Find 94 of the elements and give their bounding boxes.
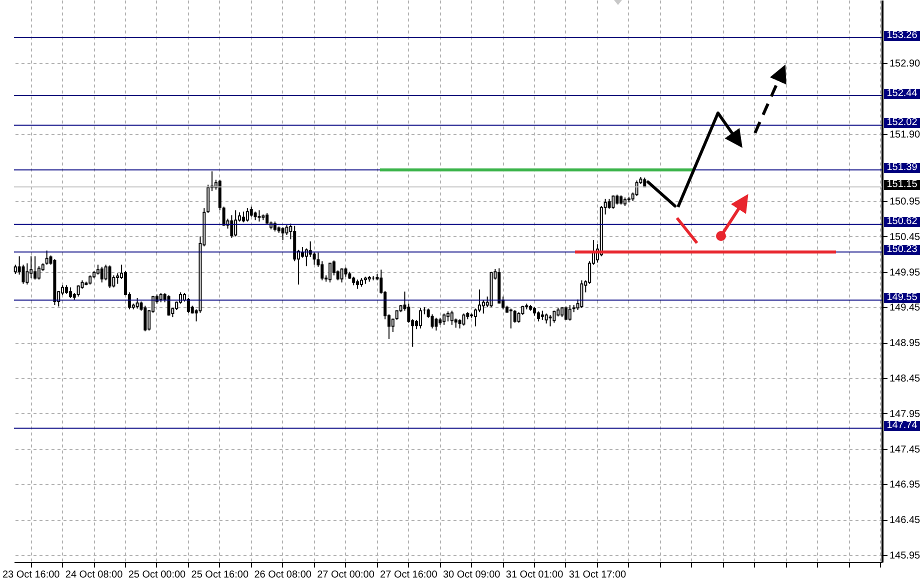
candlestick <box>552 310 556 324</box>
x-tick-label: 23 Oct 16:00 <box>2 570 60 580</box>
candlestick <box>100 266 104 283</box>
candlestick <box>620 194 623 206</box>
y-tick-label: 152.90 <box>890 58 921 70</box>
candlestick <box>407 303 410 324</box>
candlestick <box>300 246 304 258</box>
ref-line-label: 149.55 <box>884 292 920 304</box>
candlestick <box>332 260 336 276</box>
candlestick <box>509 308 512 329</box>
candlestick <box>136 297 139 310</box>
y-tick-label: 149.95 <box>890 267 921 278</box>
x-tick-label: 25 Oct 00:00 <box>128 570 186 580</box>
x-tick-label: 31 Oct 17:00 <box>568 570 627 580</box>
candlestick <box>446 310 450 322</box>
x-tick-label: 27 Oct 16:00 <box>380 570 438 580</box>
candlestick <box>612 194 615 210</box>
ref-line-label: 150.23 <box>884 244 920 255</box>
candlestick <box>281 226 284 240</box>
candlestick <box>616 194 619 206</box>
x-tick-label: 27 Oct 00:00 <box>317 570 375 580</box>
candlestick <box>540 310 544 320</box>
candlestick <box>45 250 48 266</box>
candlestick <box>258 210 261 222</box>
y-tick-label: 145.95 <box>890 550 921 562</box>
candlestick <box>266 212 269 225</box>
candlestick <box>116 272 120 284</box>
y-tick-label: 147.45 <box>890 444 921 456</box>
candlestick <box>14 264 17 274</box>
candlestick <box>37 266 40 280</box>
ref-line-label: 153.26 <box>884 30 920 40</box>
ref-line-label: 151.39 <box>884 162 920 173</box>
candlestick <box>513 310 516 324</box>
y-tick-label: 148.95 <box>890 338 921 350</box>
candlestick <box>564 306 568 320</box>
candlestick <box>462 313 466 326</box>
candlestick <box>536 310 540 322</box>
candlestick <box>430 314 434 329</box>
y-tick-label: 150.95 <box>890 196 921 208</box>
candlestick <box>328 262 332 283</box>
candlestick <box>568 304 572 322</box>
candlestick <box>186 297 190 314</box>
ref-line-label: 152.02 <box>884 117 920 128</box>
y-tick-label: 147.95 <box>890 408 921 420</box>
candlestick <box>26 262 29 286</box>
candlestick <box>482 300 485 314</box>
candlestick <box>76 284 80 298</box>
candlestick <box>442 313 446 326</box>
x-tick-label: 31 Oct 01:00 <box>506 570 564 580</box>
candlestick <box>580 280 584 308</box>
candlestick <box>344 267 348 278</box>
ref-line-label: 151.15 <box>884 178 920 190</box>
y-tick-label: 148.45 <box>890 373 921 384</box>
y-tick-label: 149.45 <box>890 302 921 314</box>
candlestick <box>242 211 245 223</box>
candlestick <box>273 221 276 232</box>
candlestick <box>159 292 162 303</box>
candlestick <box>635 180 638 197</box>
candlestick <box>478 288 481 313</box>
candlestick <box>230 214 234 238</box>
candlestick <box>312 252 316 266</box>
candlestick <box>548 314 552 327</box>
candlestick <box>320 260 324 281</box>
y-tick-label: 146.95 <box>890 480 921 491</box>
candlestick <box>96 264 100 276</box>
candlestick <box>608 198 611 210</box>
ref-line-label: 150.62 <box>884 216 920 228</box>
x-tick-label: 30 Oct 09:00 <box>442 570 501 580</box>
candlestick <box>34 256 37 280</box>
candlestick <box>30 256 33 279</box>
candlestick <box>450 310 454 326</box>
candlestick <box>458 318 462 329</box>
candlestick <box>356 279 360 290</box>
candlestick <box>434 317 438 332</box>
candlestick <box>88 274 92 286</box>
candlestick <box>144 305 147 332</box>
ref-line-label: 147.74 <box>884 420 920 432</box>
candlestick <box>340 268 344 283</box>
candlestick <box>544 313 548 324</box>
y-tick-label: 146.45 <box>890 515 921 526</box>
ref-line-label: 152.44 <box>884 88 920 99</box>
candlestick <box>246 208 249 222</box>
x-tick-label: 24 Oct 08:00 <box>65 570 124 580</box>
y-tick-label: 151.90 <box>890 129 921 140</box>
candlestick <box>234 210 238 237</box>
candlestick <box>418 307 422 329</box>
y-tick-label: 150.45 <box>890 232 921 243</box>
x-tick-label: 26 Oct 08:00 <box>254 570 312 580</box>
candlestick <box>560 306 564 318</box>
candlestick <box>108 264 112 289</box>
x-tick-label: 25 Oct 16:00 <box>191 570 249 580</box>
candlestick <box>250 206 253 218</box>
candlestick <box>474 308 478 327</box>
candlestick <box>68 286 72 298</box>
